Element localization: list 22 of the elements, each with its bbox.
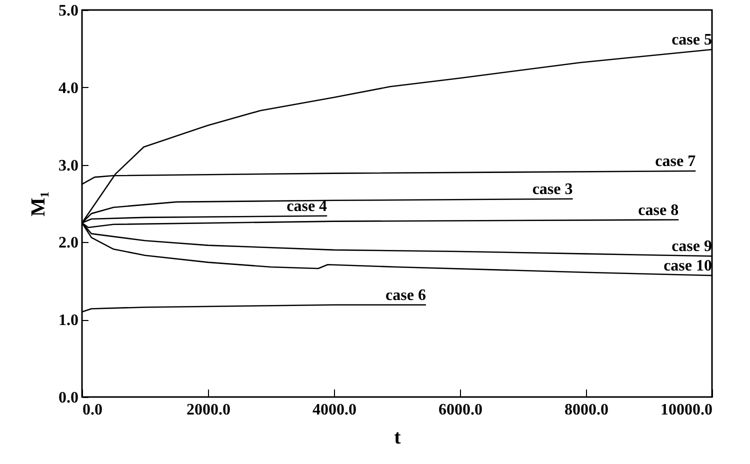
series-label: case 6 [386, 286, 426, 304]
x-tick-label: 2000.0 [186, 402, 230, 418]
series-label: case 10 [664, 257, 712, 274]
x-axis-title: t [394, 426, 402, 448]
y-tick-label: 2.0 [58, 234, 78, 252]
x-tick-label: 4000.0 [312, 402, 356, 418]
x-tick-label: 0.0 [82, 402, 102, 418]
x-tick-label: 10000.0 [660, 402, 712, 418]
series-label: case 5 [672, 31, 712, 48]
y-axis-title: M₁ [28, 192, 50, 216]
y-tick-label: 4.0 [58, 80, 78, 97]
y-tick-label: 3.0 [58, 157, 78, 174]
y-tick-label: 0.0 [58, 390, 78, 406]
y-tick-label: 1.0 [58, 312, 78, 330]
y-tick-label: 5.0 [58, 2, 78, 20]
x-tick-label: 6000.0 [438, 402, 482, 418]
series-label: case 9 [672, 238, 712, 256]
series-label: case 8 [638, 202, 679, 219]
series-label: case 7 [655, 152, 696, 170]
series-label: case 3 [532, 180, 573, 198]
series-label: case 4 [286, 198, 328, 215]
x-tick-label: 8000.0 [564, 402, 608, 418]
